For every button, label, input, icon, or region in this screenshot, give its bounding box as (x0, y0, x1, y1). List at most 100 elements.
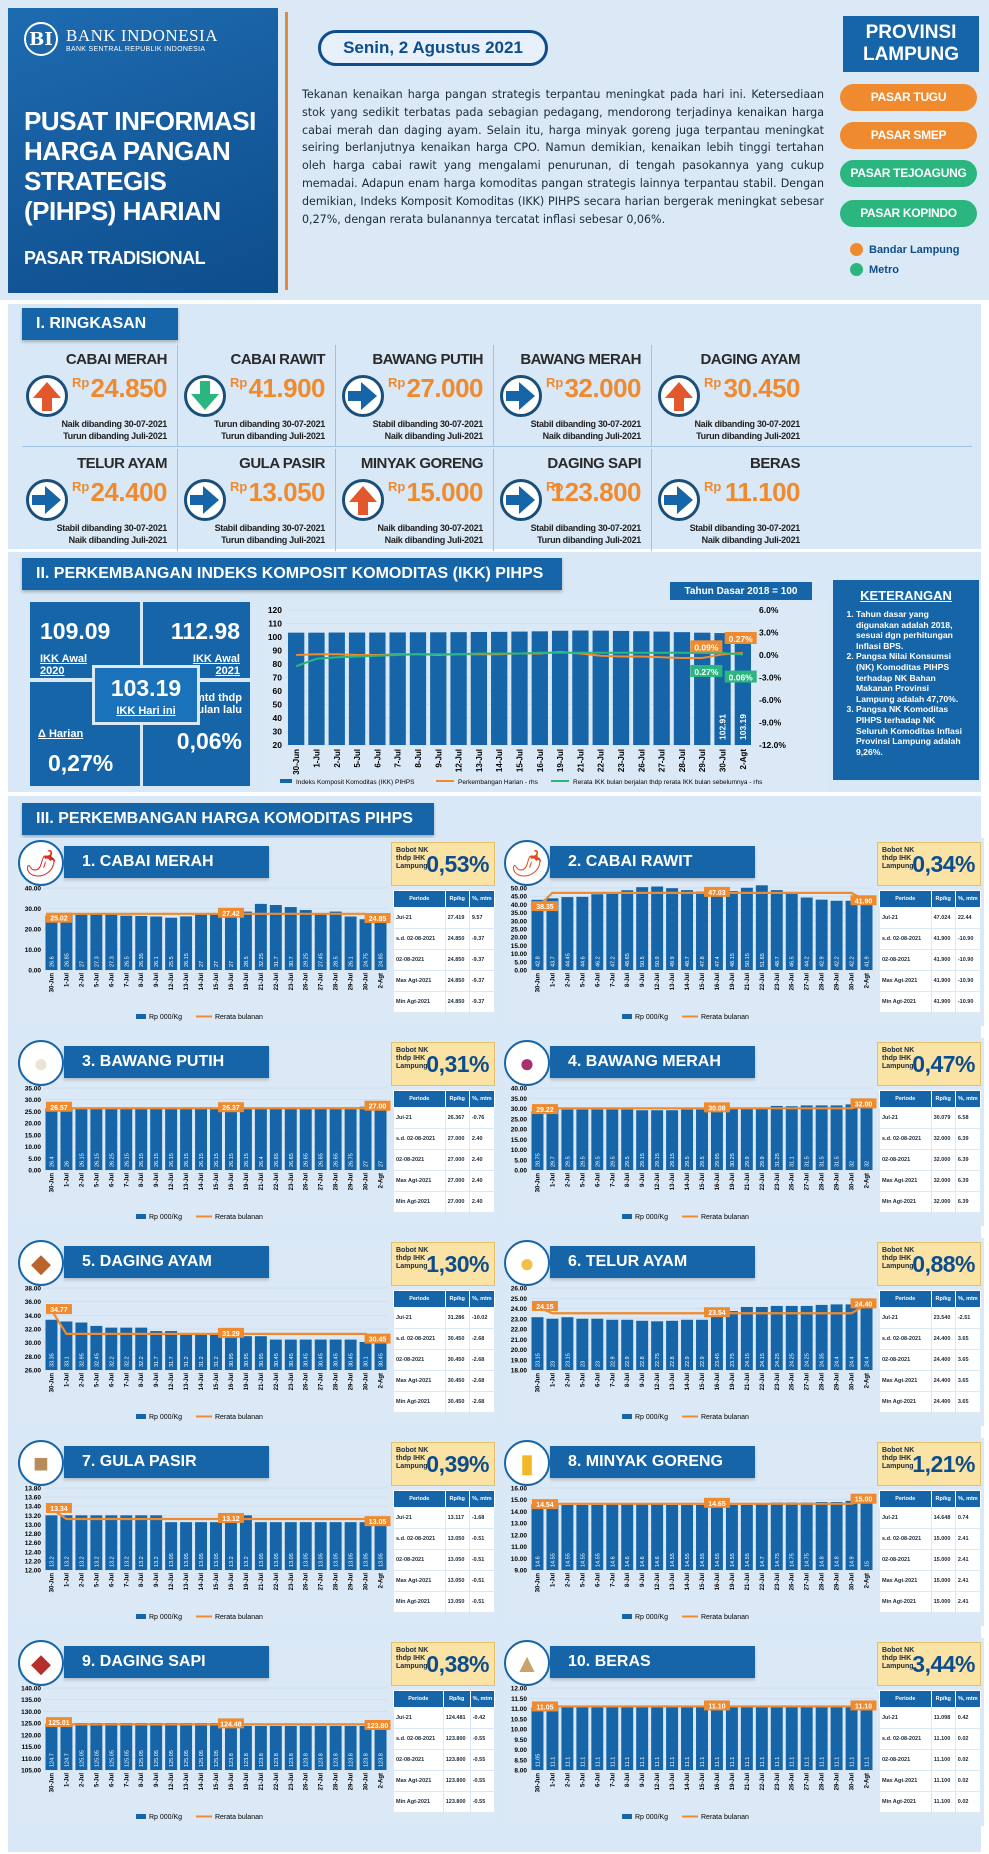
bar-data-label: 48.7 (685, 956, 691, 967)
price-bar (165, 1331, 178, 1370)
x-tick-label: 12-Jul (655, 1373, 661, 1391)
table-cell: 0.02 (954, 1728, 982, 1750)
price-bar (329, 1522, 342, 1570)
data-label-box (850, 1700, 877, 1711)
y-tick-label: 21.00 (511, 1337, 528, 1344)
currency-label: Rp (388, 375, 406, 390)
oil-icon: ▮ (504, 1440, 550, 1486)
y-tick-label: 35.00 (511, 910, 528, 917)
price-bar (165, 1723, 178, 1770)
y-tick-label: 10.00 (25, 1144, 42, 1151)
bar-data-label: 46.5 (790, 956, 796, 967)
commodity-title: 2. CABAI RAWIT (550, 846, 755, 878)
bar-data-label: 24.15 (760, 1353, 766, 1367)
price-bar (710, 1108, 723, 1170)
summary-card-beras: BERAS Rp 11.100 Stabil dibanding 30-07-2… (654, 449, 810, 551)
table-cell: 2.41 (954, 1591, 982, 1613)
bar-data-label: 23.15 (565, 1353, 571, 1367)
x-tick-label: 27-Jul (319, 1573, 325, 1591)
x-tick-label: 26-Jul (790, 1773, 796, 1791)
price-bar (359, 1522, 372, 1570)
bar-data-label: 13.2 (49, 1556, 55, 1567)
table-header-row: Periode Rp/kg%, mtm (393, 890, 496, 908)
x-tick-label: 19-Jul (244, 1173, 250, 1191)
price-bar (740, 1108, 753, 1170)
table-header: Periode (393, 1090, 446, 1108)
legend-label: Rerata bulanan (701, 1014, 749, 1021)
table-cell: 2.40 (468, 1149, 496, 1171)
y-tick-label: 13.80 (25, 1486, 42, 1493)
bar-data-label: 11.1 (550, 1757, 556, 1767)
bar-data-label: 13.05 (319, 1553, 325, 1567)
date-badge: Senin, 2 Agustus 2021 (318, 30, 548, 66)
bobot-box: Bobot NK thdp IHK Lampung 0,39% (391, 1442, 495, 1486)
table-cell: -0.55 (469, 1728, 496, 1750)
y-tick-label: 5.00 (514, 959, 527, 966)
change-vs-previous-day: Stabil dibanding 30-07-2021 (214, 523, 326, 533)
price-bar (374, 1725, 387, 1770)
bar-data-label: 11.1 (790, 1757, 796, 1767)
table-cell: 3.65 (954, 1370, 982, 1392)
bar-data-label: 14.55 (550, 1553, 556, 1567)
table-cell: 02-08-2021 (879, 1349, 932, 1371)
price-bar (710, 892, 723, 970)
bar-data-label: 41.9 (865, 956, 871, 967)
table-cell: 02-08-2021 (879, 1549, 932, 1571)
price-bar (344, 1725, 357, 1770)
legend-label: Rerata bulanan (701, 1414, 749, 1421)
table-row: 02-08-2021 13.050 -0.51 (393, 1549, 496, 1571)
bar-data-label: 29.15 (670, 1153, 676, 1167)
price-chart: 18.00 19.00 20.00 21.00 22.00 23.00 24.00 25.00… (511, 1286, 877, 1421)
legend-label: Metro (869, 263, 899, 276)
bar-data-label: 13.2 (124, 1556, 130, 1567)
table-row: Jul-21 124.481 -0.42 (393, 1707, 496, 1729)
x-tick-label: 19-Jul (730, 973, 736, 991)
table-header: Periode (393, 1490, 446, 1508)
data-label: 11.10 (708, 1703, 725, 1710)
bar-data-label: 31.7 (154, 1356, 160, 1367)
price-bar (710, 1706, 723, 1770)
price-bar (666, 888, 679, 970)
y-tick-label: 9.00 (514, 1568, 527, 1575)
bar-data-label: 124.7 (49, 1753, 55, 1767)
price-bar (150, 1515, 163, 1570)
table-cell: -2.68 (468, 1349, 496, 1371)
arrow-shape (506, 486, 535, 514)
y2-tick-label: -3.0% (759, 673, 782, 683)
bar-data-label: 11.1 (565, 1757, 571, 1767)
price-bar (591, 1706, 604, 1770)
table-cell: Max Agt-2021 (879, 970, 932, 992)
table-row: 02-08-2021 41.900 -10.90 (879, 949, 982, 971)
x-tick-label: 21-Jul (745, 1373, 751, 1391)
rice-icon: ▲ (504, 1640, 550, 1686)
data-label-box (850, 895, 877, 906)
x-tick-label: 14-Jul (495, 749, 504, 772)
data-label: 15.00 (855, 1497, 873, 1504)
bar-data-label: 47.2 (610, 956, 616, 967)
data-label-box (724, 670, 757, 683)
bar-data-label: 22.9 (700, 1356, 706, 1367)
bobot-label: Bobot NK thdp IHK Lampung (882, 1647, 915, 1670)
data-label-box (531, 1104, 558, 1115)
commodity-panel-6: 6. TELUR AYAM ● Bobot NK thdp IHK Lampun… (500, 1238, 984, 1426)
y-tick-label: 11.50 (511, 1696, 527, 1703)
price-bar (830, 1304, 843, 1370)
x-tick-label: 19-Jul (730, 1773, 736, 1791)
bar-data-label: 32 (850, 1161, 856, 1167)
x-tick-label: 1-Jul (550, 1773, 556, 1787)
table-cell: -9.37 (468, 949, 496, 971)
table-header: Periode (393, 1290, 446, 1308)
summary-card-gula-pasir: GULA PASIR Rp 13.050 Stabil dibanding 30… (180, 449, 336, 551)
table-header-row: Periode Rp/kg%, mtm (879, 1290, 982, 1308)
table-cell: 24.850 (444, 970, 470, 992)
bar-data-label: 14.75 (790, 1553, 796, 1567)
table-header: Rp/kg (444, 1290, 470, 1308)
price-bar (329, 1339, 342, 1370)
bobot-box: Bobot NK thdp IHK Lampung 0,53% (391, 842, 495, 886)
bobot-value: 0,34% (912, 851, 975, 877)
x-tick-label: 9-Jul (640, 1373, 646, 1387)
intro-text: Tekanan kenaikan harga pangan strategis … (302, 88, 824, 226)
summary-card-daging-sapi: DAGING SAPI Rp 123.800 Stabil dibanding … (496, 449, 652, 551)
data-label-box (531, 1300, 558, 1311)
x-tick-label: 2-Agt (379, 1573, 385, 1588)
